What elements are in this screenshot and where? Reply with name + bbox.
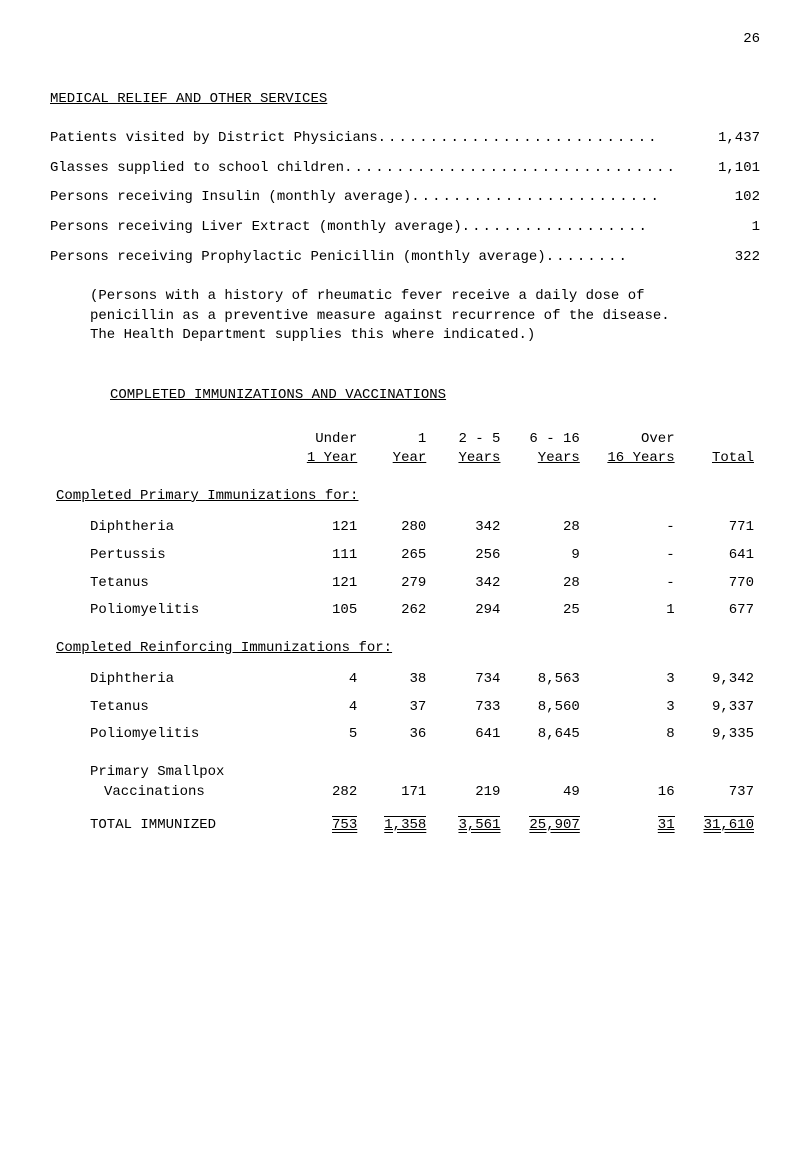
- note: (Persons with a history of rheumatic fev…: [90, 287, 690, 346]
- immunization-table: Under1 Year 1Year 2 - 5Years 6 - 16Years…: [50, 426, 760, 840]
- col-1year: 1Year: [363, 426, 432, 473]
- line-label: Persons receiving Prophylactic Penicilli…: [50, 248, 546, 268]
- table-row-total: TOTAL IMMUNIZED 753 1,358 3,561 25,907 3…: [50, 806, 760, 840]
- col-under: Under1 Year: [289, 426, 363, 473]
- line-value: 1,101: [700, 159, 760, 179]
- col-2-5: 2 - 5Years: [432, 426, 506, 473]
- line-value: 322: [700, 248, 760, 268]
- table-row: Tetanus 437733 8,56039,337: [50, 694, 760, 722]
- line-item: Glasses supplied to school children ....…: [50, 159, 760, 179]
- line-label: Persons receiving Insulin (monthly avera…: [50, 188, 411, 208]
- section-title-immunizations: COMPLETED IMMUNIZATIONS AND VACCINATIONS: [110, 386, 760, 406]
- dots: ...........................: [378, 129, 700, 149]
- table-row: Poliomyelitis 536641 8,64589,335: [50, 721, 760, 749]
- dots: ..................: [462, 218, 700, 238]
- line-value: 1: [700, 218, 760, 238]
- dots: ................................: [344, 159, 700, 179]
- line-item: Persons receiving Prophylactic Penicilli…: [50, 248, 760, 268]
- line-value: 102: [700, 188, 760, 208]
- table-row: Diphtheria 121280342 28-771: [50, 514, 760, 542]
- page-number: 26: [50, 30, 760, 50]
- group-header-primary: Completed Primary Immunizations for:: [50, 473, 760, 515]
- line-label: Persons receiving Liver Extract (monthly…: [50, 218, 462, 238]
- line-item: Persons receiving Insulin (monthly avera…: [50, 188, 760, 208]
- col-over: Over16 Years: [586, 426, 681, 473]
- col-total: Total: [681, 426, 760, 473]
- line-items: Patients visited by District Physicians …: [50, 129, 760, 267]
- table-row-smallpox: Primary Smallpox Vaccinations 282 171 21…: [50, 749, 760, 806]
- col-6-16: 6 - 16Years: [506, 426, 585, 473]
- table-row: Diphtheria 438734 8,56339,342: [50, 666, 760, 694]
- line-item: Patients visited by District Physicians …: [50, 129, 760, 149]
- section-title-medical-relief: MEDICAL RELIEF AND OTHER SERVICES: [50, 90, 760, 110]
- line-value: 1,437: [700, 129, 760, 149]
- line-label: Glasses supplied to school children: [50, 159, 344, 179]
- dots: ........................: [411, 188, 700, 208]
- table-row: Tetanus 121279342 28-770: [50, 570, 760, 598]
- dots: ........: [546, 248, 700, 268]
- table-row: Pertussis 111265256 9-641: [50, 542, 760, 570]
- table-row: Poliomyelitis 105262294 251677: [50, 597, 760, 625]
- line-label: Patients visited by District Physicians: [50, 129, 378, 149]
- group-header-reinforcing: Completed Reinforcing Immunizations for:: [50, 625, 760, 667]
- line-item: Persons receiving Liver Extract (monthly…: [50, 218, 760, 238]
